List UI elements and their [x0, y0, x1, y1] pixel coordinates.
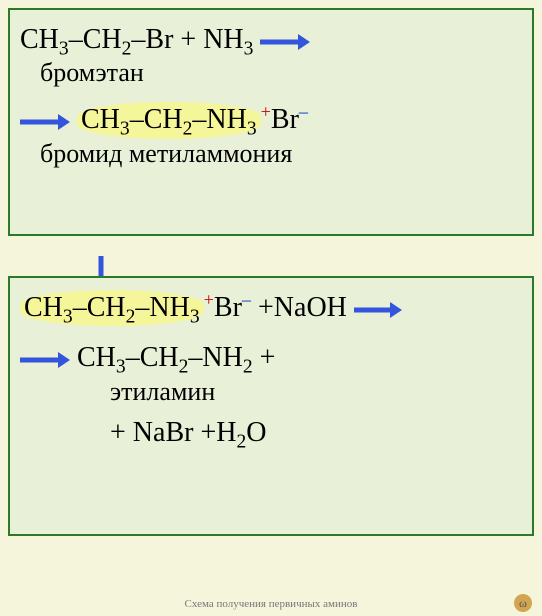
compound-label: этиламин [20, 377, 522, 407]
reaction-box-2: CH3–CH2–NH3+Br– +NaOH CH3–CH2–NH2 + этил… [8, 276, 534, 536]
bond: – [131, 24, 145, 55]
subscript: 2 [122, 39, 132, 60]
bond: – [135, 292, 149, 323]
subscript: 2 [126, 307, 136, 328]
formula-text: CH [140, 342, 179, 373]
formula-text: +NaOH [251, 292, 347, 323]
subscript: 3 [190, 307, 200, 328]
subscript: 3 [63, 307, 73, 328]
formula-text: CH [81, 104, 120, 135]
formula-text: Br [271, 104, 299, 135]
negative-charge: – [299, 102, 308, 122]
subscript: 2 [179, 357, 189, 378]
bond: – [188, 342, 202, 373]
formula-text: Br [145, 24, 173, 55]
bond: – [69, 24, 83, 55]
formula-text: CH [24, 292, 63, 323]
subscript: 3 [59, 39, 69, 60]
arrow-right-icon [20, 350, 70, 370]
plus-sign: + [173, 24, 203, 55]
reaction-box-1: CH3–CH2–Br + NH3 бромэтан CH3–CH2–NH3+Br… [8, 8, 534, 236]
diagram-caption: Схема получения первичных аминов [0, 598, 542, 610]
arrow-right-icon [260, 32, 310, 52]
arrow-right-icon [20, 112, 70, 132]
subscript: 3 [120, 119, 130, 140]
arrow-right-icon [354, 300, 402, 320]
formula-text: NH [202, 342, 242, 373]
formula-text: CH [83, 24, 122, 55]
highlighted-formula: CH3–CH2–NH3 [20, 290, 204, 326]
subscript: 2 [183, 119, 193, 140]
plus-sign: + [253, 342, 276, 373]
positive-charge: + [261, 102, 271, 122]
formula-text: O [246, 417, 266, 448]
formula-text: NH [203, 24, 243, 55]
info-icon: ω [514, 594, 532, 612]
formula-text: NH [206, 104, 246, 135]
formula-text: CH [144, 104, 183, 135]
reaction-2-products: CH3–CH2–NH2 + [20, 340, 522, 376]
subscript: 3 [244, 39, 254, 60]
reaction-1-product: CH3–CH2–NH3+Br– [20, 102, 522, 138]
bond: – [192, 104, 206, 135]
subscript: 3 [116, 357, 126, 378]
highlighted-formula: CH3–CH2–NH3 [77, 102, 261, 138]
formula-text: + NaBr +H [110, 417, 236, 448]
compound-label: бромид метиламмония [20, 139, 522, 169]
formula-text: CH [77, 342, 116, 373]
reaction-2-reactants: CH3–CH2–NH3+Br– +NaOH [20, 290, 522, 326]
bond: – [126, 342, 140, 373]
formula-text: CH [20, 24, 59, 55]
formula-text: Br [214, 292, 242, 323]
formula-text: CH [87, 292, 126, 323]
subscript: 3 [247, 119, 257, 140]
subscript: 2 [236, 431, 246, 452]
formula-text: NH [149, 292, 189, 323]
bond: – [130, 104, 144, 135]
reaction-2-products-line3: + NaBr +H2O [20, 415, 522, 451]
positive-charge: + [204, 290, 214, 310]
compound-label: бромэтан [20, 58, 522, 88]
subscript: 2 [243, 357, 253, 378]
bond: – [73, 292, 87, 323]
negative-charge: – [242, 290, 251, 310]
reaction-1-reactants: CH3–CH2–Br + NH3 [20, 22, 522, 58]
